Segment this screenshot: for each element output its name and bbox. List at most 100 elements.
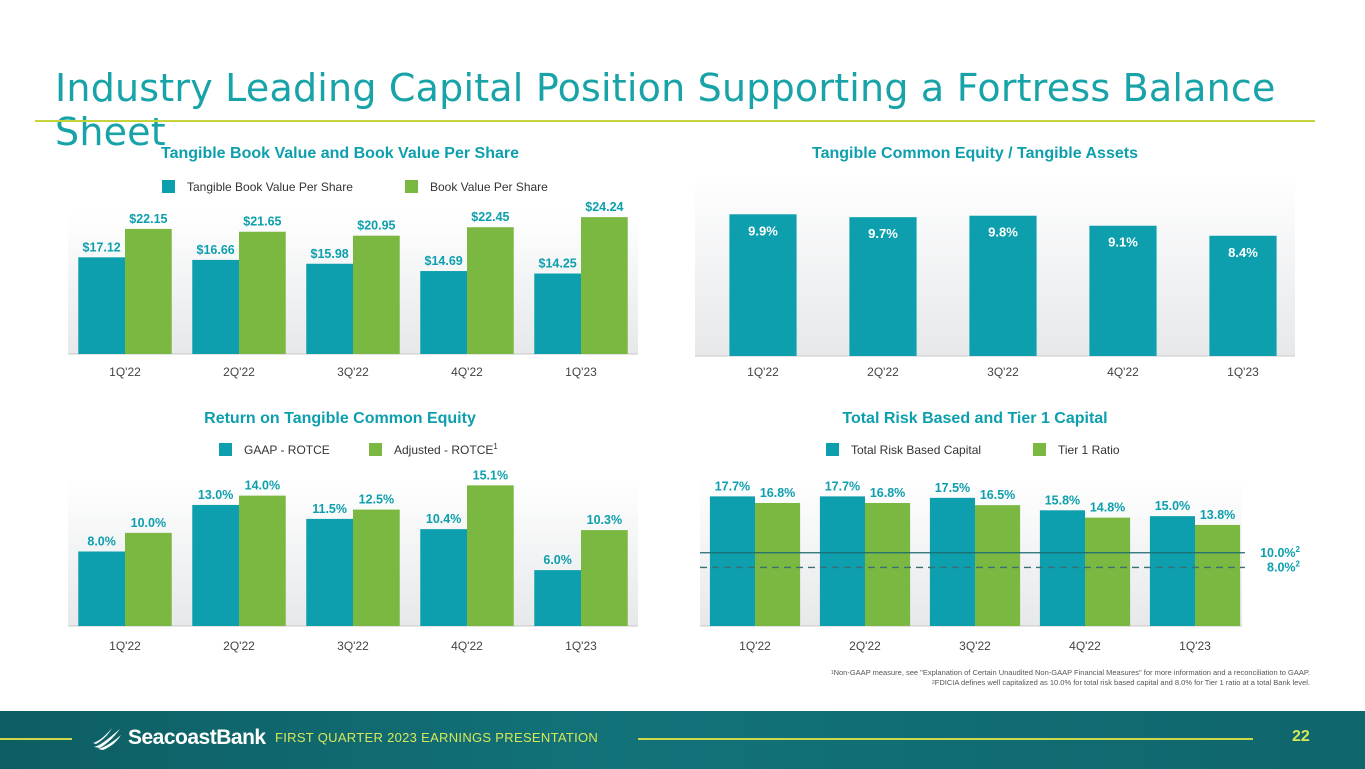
wave-logo-icon — [93, 728, 121, 750]
footnote-1-mark: 1 — [830, 670, 834, 676]
threshold-label: 8.0%2 — [1267, 559, 1301, 574]
bar — [1195, 524, 1241, 626]
bar-value-label: 15.1% — [473, 468, 508, 482]
chart-tce-ratio: Tangible Common Equity / Tangible Assets… — [695, 145, 1295, 379]
bar — [420, 529, 467, 626]
bar-value-label: 13.0% — [198, 488, 233, 502]
bar-value-label: $22.15 — [129, 212, 167, 226]
legend-label: Tangible Book Value Per Share — [187, 180, 353, 194]
bar-value-label: $15.98 — [311, 247, 349, 261]
bar — [353, 235, 400, 354]
bar-value-label: $22.45 — [471, 210, 509, 224]
bar — [78, 551, 125, 626]
footer-line-left — [0, 738, 72, 740]
category-label: 4Q'22 — [451, 639, 483, 653]
bar — [1089, 225, 1157, 356]
legend-sup: 1 — [493, 442, 498, 451]
title-divider — [35, 120, 1315, 122]
category-label: 1Q'23 — [565, 365, 597, 379]
bar-value-label: 15.0% — [1155, 499, 1190, 513]
bar — [467, 227, 514, 354]
bar-value-label: $21.65 — [243, 215, 281, 229]
legend-label: Total Risk Based Capital — [851, 443, 981, 457]
chart-title: Tangible Book Value and Book Value Per S… — [161, 145, 519, 162]
bar-value-label: 12.5% — [359, 493, 394, 507]
category-label: 3Q'22 — [959, 639, 991, 653]
category-label: 3Q'22 — [337, 365, 369, 379]
bar-value-label: $16.66 — [197, 243, 235, 257]
chart-capital-ratios: Total Risk Based and Tier 1 Capital Total… — [700, 410, 1301, 653]
bar-value-label: 13.8% — [1200, 508, 1235, 522]
category-label: 1Q'22 — [739, 639, 771, 653]
bar-value-label: $17.12 — [83, 240, 121, 254]
chart-title: Tangible Common Equity / Tangible Assets — [812, 145, 1138, 162]
bar — [306, 263, 353, 354]
category-label: 1Q'22 — [747, 365, 779, 379]
bar-value-label: 10.0% — [131, 516, 166, 530]
bar — [581, 530, 628, 626]
bar-value-label: 9.7% — [868, 226, 898, 241]
bar — [865, 502, 911, 626]
bar — [581, 217, 628, 354]
bar — [1039, 510, 1085, 626]
bar — [929, 497, 975, 626]
bar — [306, 518, 353, 626]
bar-value-label: 16.5% — [980, 488, 1015, 502]
bar-value-label: $24.24 — [585, 200, 623, 214]
chart-title: Return on Tangible Common Equity — [204, 410, 476, 427]
bar-value-label: 10.4% — [426, 512, 461, 526]
category-label: 1Q'22 — [109, 639, 141, 653]
bar — [709, 496, 755, 626]
bar-value-label: 6.0% — [543, 553, 572, 567]
bar-value-label: 17.7% — [825, 479, 860, 493]
bar — [192, 259, 239, 354]
category-label: 1Q'22 — [109, 365, 141, 379]
bar-value-label: 8.4% — [1228, 245, 1258, 260]
bar-value-label: 16.8% — [760, 486, 795, 500]
page-title: Industry Leading Capital Position Suppor… — [55, 66, 1276, 154]
legend-swatch — [162, 180, 175, 193]
legend-swatch — [219, 443, 232, 456]
footnote-1-text: Non-GAAP measure, see "Explanation of Ce… — [833, 668, 1310, 677]
brand-name: SeacoastBank — [128, 726, 266, 749]
bar-value-label: 10.3% — [587, 513, 622, 527]
bar — [78, 257, 125, 354]
category-label: 3Q'22 — [987, 365, 1019, 379]
page-number: 22 — [1292, 728, 1310, 745]
bar — [849, 217, 917, 356]
legend-swatch — [1033, 443, 1046, 456]
chart-title: Total Risk Based and Tier 1 Capital — [842, 410, 1107, 427]
category-label: 4Q'22 — [451, 365, 483, 379]
category-label: 1Q'23 — [1179, 639, 1211, 653]
bar — [125, 228, 172, 354]
legend-swatch — [405, 180, 418, 193]
bar — [239, 231, 286, 354]
footnotes: 1Non-GAAP measure, see "Explanation of C… — [831, 668, 1310, 688]
bar — [1209, 235, 1277, 356]
brand-logo: SeacoastBank — [92, 725, 266, 751]
legend-label: GAAP - ROTCE — [244, 443, 330, 457]
bar — [353, 509, 400, 626]
footer-line-right — [638, 738, 1253, 740]
bar — [1085, 517, 1131, 626]
category-label: 2Q'22 — [223, 639, 255, 653]
bar-value-label: 11.5% — [312, 502, 347, 516]
category-label: 2Q'22 — [223, 365, 255, 379]
footnote-2-mark: 2 — [932, 680, 935, 686]
footnote-1: 1Non-GAAP measure, see "Explanation of C… — [831, 668, 1310, 678]
threshold-sup: 2 — [1296, 559, 1301, 568]
threshold-sup: 2 — [1296, 545, 1301, 554]
footer-presentation-label: FIRST QUARTER 2023 EARNINGS PRESENTATION — [275, 730, 599, 745]
threshold-label: 10.0%2 — [1260, 545, 1300, 560]
bar — [1149, 516, 1195, 626]
bar — [969, 215, 1037, 356]
footer-bar: SeacoastBank FIRST QUARTER 2023 EARNINGS… — [0, 711, 1365, 769]
category-label: 4Q'22 — [1069, 639, 1101, 653]
legend-label: Adjusted - ROTCE1 — [394, 442, 498, 457]
legend-label: Tier 1 Ratio — [1058, 443, 1120, 457]
bar — [534, 570, 581, 626]
bar — [534, 273, 581, 354]
bar — [192, 504, 239, 626]
bar-value-label: 9.1% — [1108, 235, 1138, 250]
category-label: 3Q'22 — [337, 639, 369, 653]
